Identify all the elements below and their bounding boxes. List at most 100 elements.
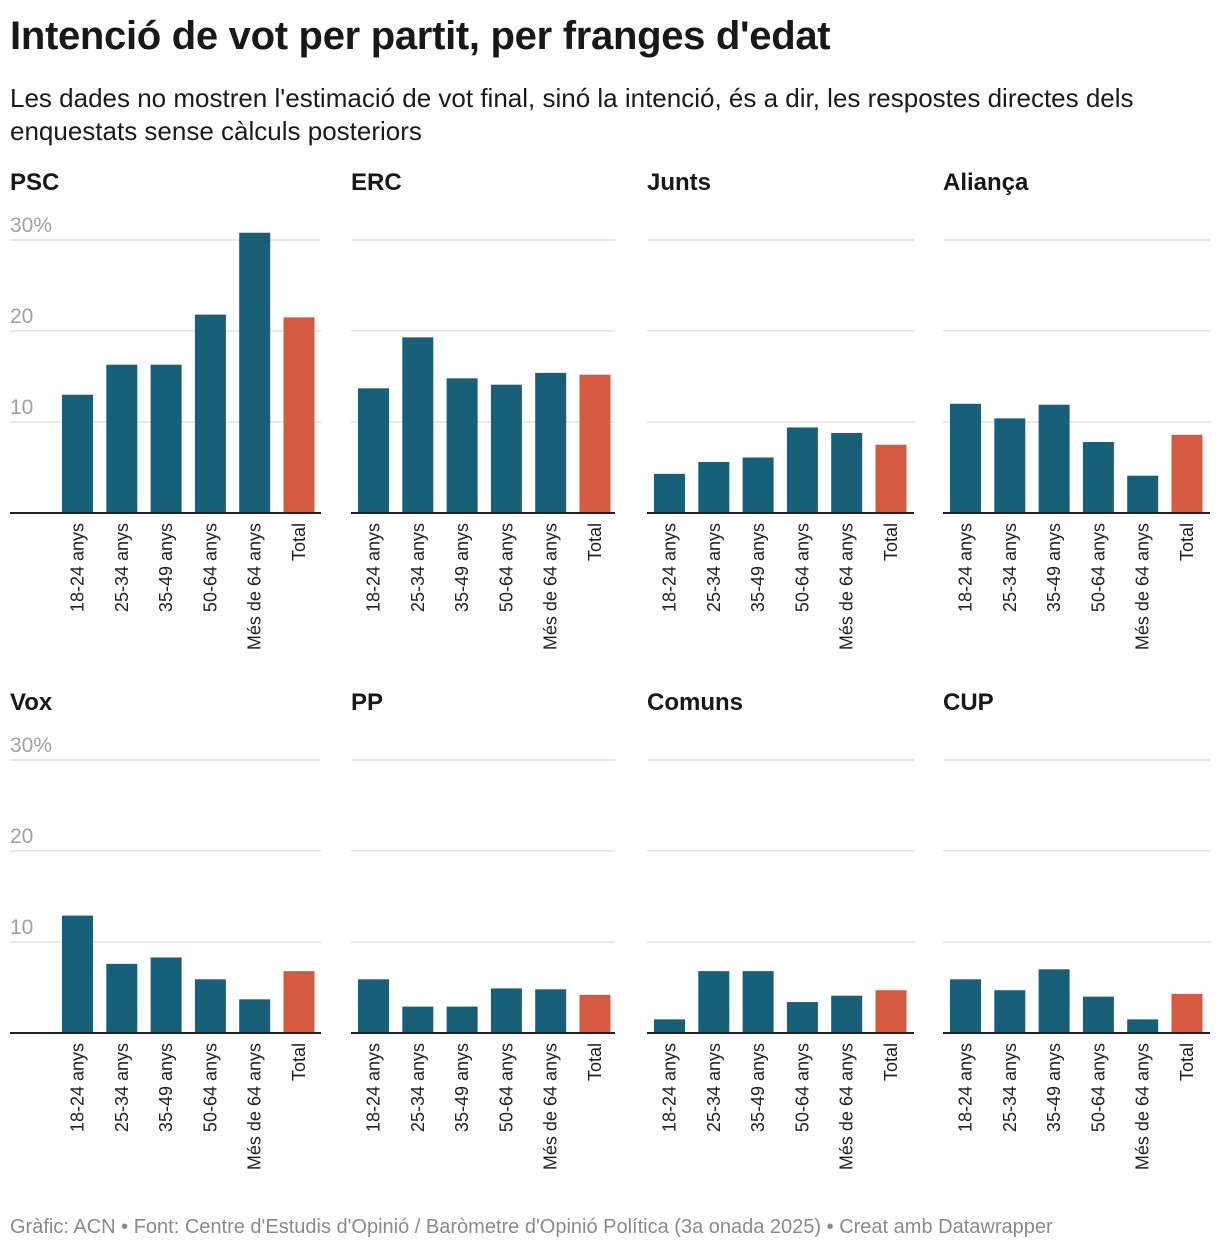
bar [106, 365, 137, 513]
category-label: Més de 64 anys [541, 523, 561, 650]
bar [358, 388, 389, 513]
bar-total [580, 995, 611, 1033]
bar [950, 979, 981, 1033]
category-label: 18-24 anys [364, 1043, 384, 1132]
bar [1083, 442, 1114, 513]
category-label: 50-64 anys [496, 1043, 516, 1132]
bar [787, 1002, 818, 1033]
bar [151, 365, 182, 513]
bar [491, 988, 522, 1033]
y-tick-label: 20 [10, 305, 33, 328]
category-label: 18-24 anys [68, 1043, 88, 1132]
category-label: 18-24 anys [364, 523, 384, 612]
panel-chart-svg: Junts 18-24 anys 25-34 anys 35-49 anys 50-64… [647, 160, 914, 670]
small-multiples-grid: PSC 10 20 30% 18-24 anys 25-34 anys 35-49 anys… [0, 160, 1220, 1200]
category-label: Total [585, 523, 605, 561]
bar-total [284, 971, 315, 1033]
category-label: 25-34 anys [112, 1043, 132, 1132]
bar [535, 989, 566, 1033]
panel-title: CUP [943, 689, 994, 716]
category-label: Total [585, 1043, 605, 1081]
bar [1127, 476, 1158, 513]
bar [1127, 1019, 1158, 1033]
panel-title: Vox [10, 689, 53, 716]
category-label: 35-49 anys [452, 523, 472, 612]
bar [62, 395, 93, 513]
bar [831, 996, 862, 1033]
bar [743, 457, 774, 513]
bar [402, 337, 433, 513]
category-label: Més de 64 anys [837, 523, 857, 650]
category-label: 25-34 anys [1000, 523, 1020, 612]
panel-title: ERC [351, 169, 402, 196]
bar [1039, 969, 1070, 1033]
category-label: Més de 64 anys [541, 1043, 561, 1170]
bar [787, 427, 818, 513]
category-label: 50-64 anys [792, 523, 812, 612]
category-label: 25-34 anys [112, 523, 132, 612]
bar [1083, 997, 1114, 1033]
category-label: 50-64 anys [200, 1043, 220, 1132]
panel-psc: PSC 10 20 30% 18-24 anys 25-34 anys 35-49 anys… [10, 160, 321, 670]
category-label: Més de 64 anys [837, 1043, 857, 1170]
bar [654, 474, 685, 513]
panel-comuns: Comuns 18-24 anys 25-34 anys 35-49 anys 50-6… [647, 680, 914, 1190]
bar [402, 1007, 433, 1033]
category-label: 50-64 anys [792, 1043, 812, 1132]
category-label: 50-64 anys [1088, 1043, 1108, 1132]
bar [994, 418, 1025, 513]
panel-title: Aliança [943, 169, 1029, 196]
panel-erc: ERC 18-24 anys 25-34 anys 35-49 anys 50-64 a… [351, 160, 615, 670]
panel-chart-svg: Comuns 18-24 anys 25-34 anys 35-49 anys 50-6… [647, 680, 914, 1190]
category-label: 18-24 anys [660, 1043, 680, 1132]
bar [447, 1007, 478, 1033]
category-label: 25-34 anys [408, 523, 428, 612]
panel-chart-svg: PP 18-24 anys 25-34 anys 35-49 anys 50-64 an… [351, 680, 615, 1190]
category-label: 35-49 anys [156, 1043, 176, 1132]
y-tick-label: 20 [10, 825, 33, 848]
bar [62, 916, 93, 1033]
bar-total [284, 317, 315, 513]
bar-total [1172, 994, 1203, 1033]
category-label: Total [881, 1043, 901, 1081]
panel-chart-svg: ERC 18-24 anys 25-34 anys 35-49 anys 50-64 a… [351, 160, 615, 670]
category-label: 18-24 anys [956, 1043, 976, 1132]
category-label: 18-24 anys [956, 523, 976, 612]
category-label: 50-64 anys [200, 523, 220, 612]
category-label: Més de 64 anys [245, 1043, 265, 1170]
bar [151, 957, 182, 1033]
category-label: Total [289, 1043, 309, 1081]
y-tick-label: 10 [10, 916, 33, 939]
bar [950, 404, 981, 513]
panel-chart-svg: Vox 10 20 30% 18-24 anys 25-34 anys 35-49 anys… [10, 680, 321, 1190]
panel-title: PSC [10, 169, 59, 196]
category-label: 50-64 anys [496, 523, 516, 612]
category-label: Total [1177, 523, 1197, 561]
panel-chart-svg: CUP 18-24 anys 25-34 anys 35-49 anys 50-64 a… [943, 680, 1210, 1190]
bar [195, 315, 226, 513]
panel-junts: Junts 18-24 anys 25-34 anys 35-49 anys 50-64… [647, 160, 914, 670]
panel-chart-svg: Aliança 18-24 anys 25-34 anys 35-49 anys 50-… [943, 160, 1210, 670]
category-label: 25-34 anys [704, 1043, 724, 1132]
bar-total [876, 990, 907, 1033]
y-tick-label: 30% [10, 214, 52, 237]
category-label: 25-34 anys [704, 523, 724, 612]
category-label: 35-49 anys [748, 1043, 768, 1132]
category-label: Més de 64 anys [1133, 523, 1153, 650]
panel-vox: Vox 10 20 30% 18-24 anys 25-34 anys 35-49 anys… [10, 680, 321, 1190]
bar [239, 233, 270, 513]
category-label: Més de 64 anys [1133, 1043, 1153, 1170]
panel-cup: CUP 18-24 anys 25-34 anys 35-49 anys 50-64 a… [943, 680, 1210, 1190]
bar [491, 385, 522, 513]
category-label: 35-49 anys [452, 1043, 472, 1132]
bar [239, 999, 270, 1033]
category-label: 35-49 anys [1044, 523, 1064, 612]
bar [654, 1019, 685, 1033]
category-label: 25-34 anys [408, 1043, 428, 1132]
bar [447, 378, 478, 513]
category-label: Total [289, 523, 309, 561]
chart-title: Intenció de vot per partit, per franges … [10, 12, 1210, 60]
y-tick-label: 30% [10, 734, 52, 757]
y-tick-label: 10 [10, 396, 33, 419]
category-label: Total [1177, 1043, 1197, 1081]
